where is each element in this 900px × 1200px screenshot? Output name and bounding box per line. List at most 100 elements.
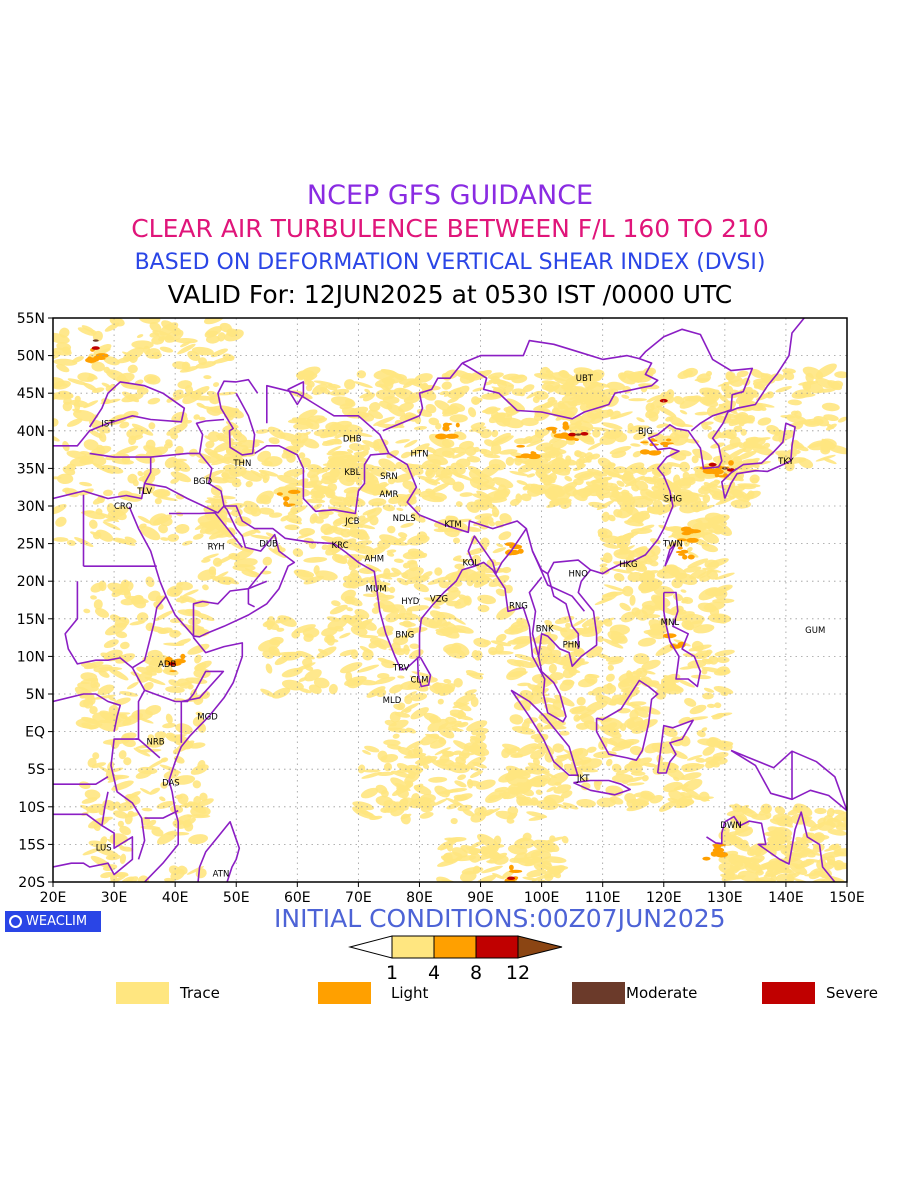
trace-patch [296,650,315,660]
trace-patch [197,798,214,807]
trace-patch [574,471,594,479]
trace-patch [469,770,483,778]
trace-patch [170,630,182,635]
trace-patch [466,672,484,676]
trace-patch [210,348,228,358]
trace-patch [116,801,136,812]
legend-moderate-label: Moderate [626,984,698,1002]
trace-patch [668,416,686,428]
trace-patch [631,726,647,734]
trace-patch [105,369,127,382]
trace-patch [557,400,565,410]
weaclim-logo-icon [9,915,22,928]
trace-patch [684,698,697,707]
trace-patch [332,529,344,536]
trace-patch [580,782,591,791]
trace-patch [538,858,553,867]
legend-severe-label: Severe [826,984,878,1002]
trace-patch [473,650,483,661]
trace-patch [93,599,103,610]
trace-patch [587,468,608,477]
trace-patch [353,545,375,555]
trace-patch [618,372,636,385]
colorbar: 1 4 8 12 [348,935,563,984]
trace-patch [622,585,634,597]
trace-patch [89,519,98,529]
trace-patch [404,439,418,448]
trace-patch [91,762,107,769]
station-label: MLD [383,696,402,706]
trace-patch [593,750,617,759]
trace-patch [469,476,484,489]
lon-tick-label: 100E [524,890,560,906]
trace-patch [336,454,352,462]
trace-patch [827,829,847,836]
trace-patch [496,605,516,620]
trace-patch [342,467,361,477]
trace-patch [281,679,304,691]
trace-patch [99,666,123,671]
trace-patch [229,465,247,477]
light-patch [565,437,577,441]
trace-patch [522,484,531,491]
colorbar-tick-1: 1 [386,962,398,984]
trace-patch [87,757,97,768]
coast-border-line [706,821,726,845]
trace-patch [174,337,198,344]
trace-patch [171,327,182,336]
trace-patch [459,492,473,497]
trace-patch [98,580,107,592]
trace-patch [407,548,426,559]
trace-patch [592,429,601,438]
trace-patch [410,707,429,720]
trace-patch [454,563,465,570]
trace-patch [687,558,709,569]
trace-patch [358,524,376,530]
trace-patch [331,536,344,543]
trace-patch [69,399,89,408]
lon-tick-label: 20E [40,890,67,906]
trace-patch [103,639,119,649]
trace-patch [547,642,556,652]
trace-patch [168,865,181,876]
coast-border-line [287,381,305,406]
trace-patch [534,428,550,438]
trace-patch [123,757,132,766]
trace-patch [564,485,578,497]
trace-patch [600,479,609,487]
trace-patch [826,423,835,429]
trace-patch [339,662,363,674]
trace-patch [447,787,468,793]
trace-patch [432,605,441,609]
light-patch [288,503,296,506]
trace-patch [453,794,468,801]
trace-patch [377,750,388,761]
trace-patch [177,865,188,875]
trace-patch [397,675,405,679]
trace-patch [80,672,98,682]
trace-patch [362,649,374,661]
trace-patch [346,558,363,565]
trace-patch [80,458,94,465]
trace-patch [447,405,460,415]
trace-patch [385,612,400,623]
trace-patch [473,446,480,453]
trace-patch [686,547,693,552]
trace-patch [298,452,306,459]
trace-patch [371,607,380,614]
trace-patch [637,637,657,647]
trace-patch [184,817,196,826]
trace-patch [710,756,722,763]
trace-patch [226,413,234,421]
trace-patch [298,687,312,694]
station-label: ADB [158,660,176,670]
trace-patch [417,475,441,485]
trace-patch [303,556,328,563]
trace-patch [696,569,713,579]
trace-patch [266,620,274,631]
trace-patch [291,417,312,426]
coast-border-line [128,318,805,723]
trace-patch [702,532,720,544]
trace-patch [479,537,490,549]
trace-patch [113,810,128,819]
